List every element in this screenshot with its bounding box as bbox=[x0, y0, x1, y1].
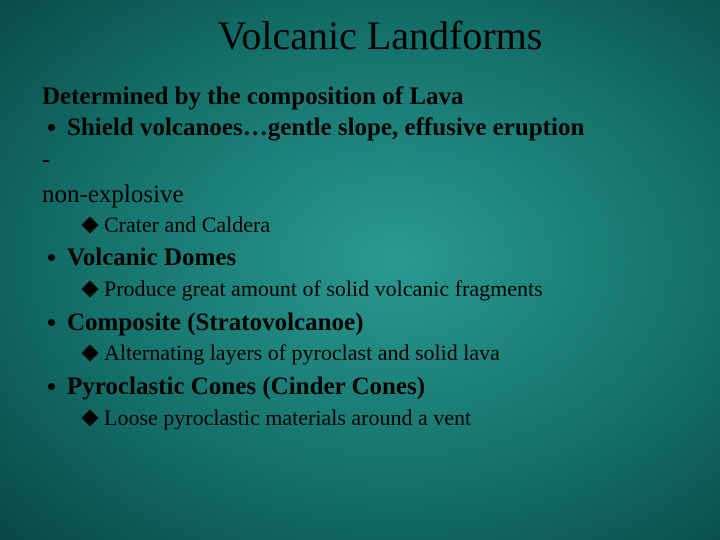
sub-domes: Produce great amount of solid volcanic f… bbox=[42, 275, 678, 304]
bullet-domes: Volcanic Domes bbox=[42, 241, 678, 275]
diamond-icon bbox=[82, 409, 99, 426]
diamond-icon bbox=[82, 345, 99, 362]
domes-text: Volcanic Domes bbox=[67, 244, 236, 271]
sub-crater: Crater and Caldera bbox=[42, 211, 678, 240]
sub-domes-text: Produce great amount of solid volcanic f… bbox=[104, 276, 543, 301]
bullet-pyroclastic: Pyroclastic Cones (Cinder Cones) bbox=[42, 370, 678, 404]
sub-pyroclastic-text: Loose pyroclastic materials around a ven… bbox=[104, 405, 471, 430]
diamond-icon bbox=[82, 281, 99, 298]
slide-title: Volcanic Landforms bbox=[0, 12, 720, 59]
dash-line: - bbox=[42, 144, 678, 175]
bullet-shield: Shield volcanoes…gentle slope, effusive … bbox=[42, 112, 678, 143]
slide: Volcanic Landforms Determined by the com… bbox=[0, 0, 720, 540]
sub-composite: Alternating layers of pyroclast and soli… bbox=[42, 339, 678, 368]
bullet-dot-icon bbox=[48, 383, 55, 390]
bullet-dot-icon bbox=[48, 124, 55, 131]
pyroclastic-text: Pyroclastic Cones (Cinder Cones) bbox=[67, 373, 425, 400]
bullet-composite: Composite (Stratovolcanoe) bbox=[42, 306, 678, 340]
intro-line: Determined by the composition of Lava bbox=[42, 81, 678, 112]
sub-crater-text: Crater and Caldera bbox=[104, 212, 270, 237]
slide-body: Determined by the composition of Lava Sh… bbox=[0, 81, 720, 432]
composite-text: Composite (Stratovolcanoe) bbox=[67, 309, 363, 336]
bullet-dot-icon bbox=[48, 254, 55, 261]
bullet-dot-icon bbox=[48, 319, 55, 326]
sub-pyroclastic: Loose pyroclastic materials around a ven… bbox=[42, 404, 678, 433]
non-explosive-line: non-explosive bbox=[42, 181, 678, 209]
sub-composite-text: Alternating layers of pyroclast and soli… bbox=[104, 340, 500, 365]
shield-text: Shield volcanoes…gentle slope, effusive … bbox=[67, 114, 584, 141]
diamond-icon bbox=[82, 216, 99, 233]
